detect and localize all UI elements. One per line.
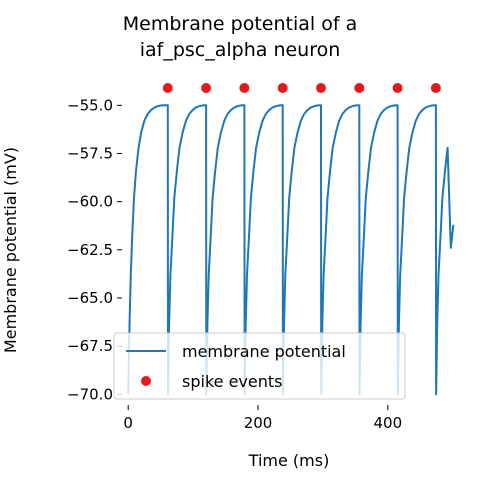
spike-event-point — [430, 83, 441, 93]
spike-event-point — [239, 83, 250, 93]
y-tick-label: −55.0 — [67, 96, 113, 114]
legend-box — [113, 332, 406, 400]
membrane-potential-line — [127, 104, 455, 396]
chart-title-line-1: Membrane potential of a — [123, 13, 357, 35]
x-tick-label: 400 — [374, 414, 403, 432]
y-tick-label: −57.5 — [67, 144, 113, 162]
spike-event-point — [354, 83, 365, 93]
y-axis-label: Membrane potential (mV) — [1, 147, 20, 353]
legend-label-spike-events: spike events — [182, 372, 282, 391]
spike-event-point — [392, 83, 403, 93]
y-tick-label: −65.0 — [67, 289, 113, 307]
spike-event-point — [315, 83, 326, 93]
x-axis-label: Time (ms) — [248, 451, 330, 470]
x-tick-label: 200 — [244, 414, 273, 432]
legend-point-swatch — [141, 376, 151, 386]
legend-label-membrane-potential: membrane potential — [182, 342, 346, 361]
spike-event-point — [162, 83, 173, 93]
y-tick-label: −62.5 — [67, 241, 113, 259]
x-tick-label: 0 — [123, 414, 133, 432]
x-axis: 0 200 400 — [123, 405, 402, 432]
y-tick-label: −60.0 — [67, 193, 113, 211]
spike-event-point — [201, 83, 212, 93]
plot-area — [127, 83, 455, 396]
y-tick-label: −70.0 — [67, 385, 113, 403]
chart-title-line-2: iaf_psc_alpha neuron — [140, 39, 341, 61]
spike-event-point — [277, 83, 288, 93]
y-axis: −55.0 −57.5 −60.0 −62.5 −65.0 −67.5 −70.0 — [67, 96, 122, 403]
y-tick-label: −67.5 — [67, 337, 113, 355]
legend: membrane potential spike events — [113, 332, 406, 400]
